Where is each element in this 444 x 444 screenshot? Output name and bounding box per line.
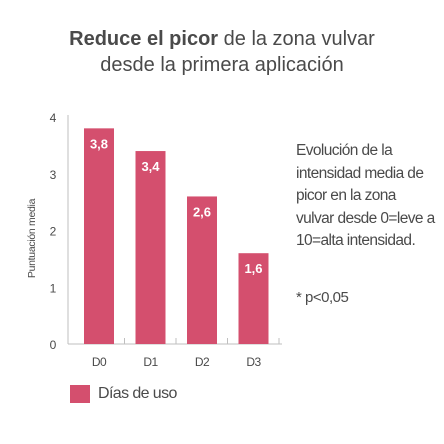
y-tick-label: 2 bbox=[50, 225, 57, 239]
title-bold: Reduce el picor bbox=[69, 28, 219, 50]
y-axis-label: Puntuación media bbox=[26, 198, 38, 278]
bar-value-label: 2,6 bbox=[193, 204, 211, 219]
y-tick-label: 1 bbox=[50, 281, 57, 295]
title-rest: de la zona vulvar bbox=[218, 28, 375, 50]
x-tick-label: D2 bbox=[195, 355, 210, 369]
x-tick-label: D1 bbox=[143, 355, 158, 369]
x-tick-label: D0 bbox=[92, 355, 107, 369]
bar-d2 bbox=[187, 196, 217, 344]
bar-value-label: 3,8 bbox=[90, 136, 108, 151]
legend-swatch bbox=[70, 385, 90, 403]
y-tick-label: 4 bbox=[50, 111, 57, 125]
title-line2: desde la primera aplicación bbox=[100, 54, 344, 76]
bar-d0 bbox=[84, 128, 114, 344]
x-tick-label: D3 bbox=[246, 355, 261, 369]
bar-value-label: 3,4 bbox=[141, 159, 160, 174]
chart-title: Reduce el picor de la zona vulvar desde … bbox=[0, 26, 444, 78]
bar-d1 bbox=[135, 151, 166, 344]
bar-d3 bbox=[238, 253, 269, 344]
significance-note: * p<0,05 bbox=[296, 289, 349, 306]
chart-description: Evolución de la intensidad media de pico… bbox=[296, 142, 435, 250]
bar-value-label: 1,6 bbox=[244, 261, 262, 276]
y-tick-label: 3 bbox=[50, 168, 57, 182]
y-tick-label: 0 bbox=[50, 338, 57, 352]
legend-label: Días de uso bbox=[98, 385, 177, 402]
legend: Días de uso bbox=[70, 385, 177, 403]
